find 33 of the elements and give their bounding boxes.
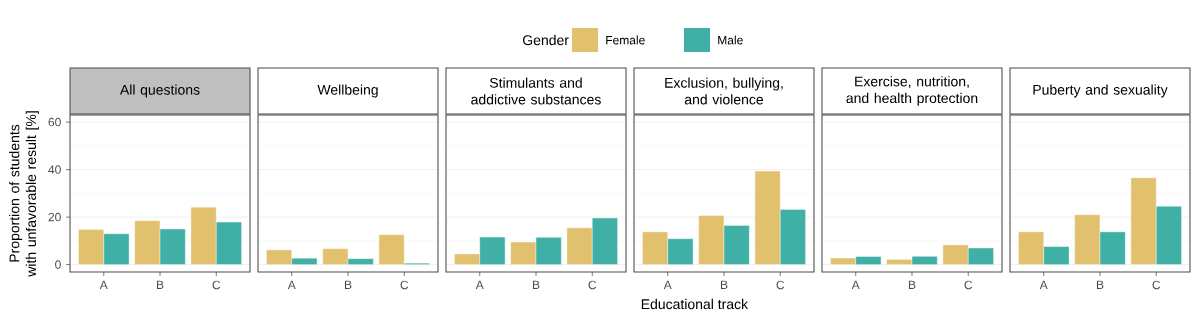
chart-title: Puberty and sexuality — [1033, 84, 1168, 98]
chart-title: Exercise, nutrition, and health protection — [846, 76, 978, 106]
x-tick-label: C — [1152, 280, 1161, 290]
x-tick-label: B — [344, 280, 352, 289]
x-tick-label: C — [588, 280, 597, 290]
y-tick-label: 40 — [48, 165, 61, 174]
x-tick-label: A — [475, 280, 484, 289]
chart-title: Stimulants and addictive substances — [471, 77, 601, 105]
x-tick-label: A — [1039, 280, 1048, 289]
x-tick-label: B — [532, 280, 540, 289]
x-tick-label: B — [720, 280, 728, 289]
y-tick-label: 0 — [55, 260, 61, 269]
chart-title: Wellbeing — [317, 84, 378, 98]
x-tick-label: C — [212, 280, 221, 290]
chart-title: All questions — [119, 84, 200, 98]
x-axis-title: Educational track — [641, 298, 749, 310]
legend-label: Male — [718, 35, 743, 45]
chart-title: Exclusion, bullying, and violence — [665, 77, 783, 105]
y-axis-title: Proportion of students with unfavorable result [%] — [9, 111, 39, 277]
x-tick-label: C — [776, 280, 785, 290]
x-tick-label: B — [1096, 280, 1104, 289]
x-tick-label: A — [287, 280, 296, 289]
x-tick-label: C — [400, 280, 409, 290]
x-tick-label: C — [964, 280, 973, 290]
y-tick-label: 60 — [48, 117, 61, 127]
x-tick-label: B — [908, 280, 916, 289]
x-tick-label: A — [99, 280, 108, 289]
x-tick-label: A — [851, 280, 860, 289]
legend-label: Female — [606, 35, 645, 45]
x-tick-label: B — [157, 280, 164, 289]
y-tick-label: 20 — [48, 212, 61, 222]
legend-title: Gender — [522, 34, 569, 46]
x-tick-label: A — [663, 280, 672, 289]
